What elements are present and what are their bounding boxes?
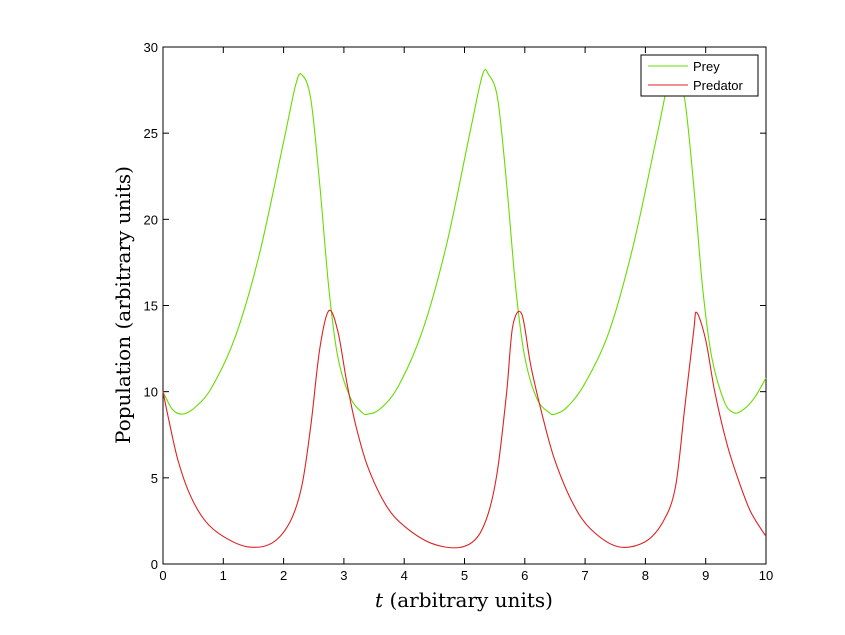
x-tick-label: 2 bbox=[280, 568, 287, 583]
x-axis-label: t (arbitrary units) bbox=[375, 588, 553, 612]
legend-box bbox=[640, 54, 759, 97]
y-tick-label: 0 bbox=[151, 557, 158, 572]
y-tick-label: 30 bbox=[144, 40, 158, 55]
y-tick-label: 15 bbox=[144, 299, 158, 314]
x-axis-label-text: (arbitrary units) bbox=[389, 588, 553, 612]
legend-label-predator: Predator bbox=[693, 78, 744, 93]
axis-ticks: 0 1 2 3 4 5 6 7 8 9 10 0 5 10 15 20 25 30 bbox=[144, 40, 774, 583]
x-tick-label: 1 bbox=[220, 568, 227, 583]
x-tick-label: 8 bbox=[642, 568, 649, 583]
series-line-prey bbox=[162, 68, 767, 416]
y-tick-label: 20 bbox=[144, 212, 158, 227]
y-tick-label: 5 bbox=[151, 471, 158, 486]
y-axis-label: Population (arbitrary units) bbox=[111, 166, 135, 444]
x-tick-label: 3 bbox=[340, 568, 347, 583]
y-tick-label: 25 bbox=[144, 126, 158, 141]
y-tick-label: 10 bbox=[144, 385, 158, 400]
series-layer bbox=[162, 68, 767, 549]
x-tick-label: 9 bbox=[702, 568, 709, 583]
legend: Prey Predator bbox=[640, 54, 759, 97]
x-tick-label: 10 bbox=[759, 568, 773, 583]
x-tick-label: 6 bbox=[521, 568, 528, 583]
x-tick-label: 5 bbox=[461, 568, 468, 583]
legend-label-prey: Prey bbox=[693, 59, 720, 74]
x-tick-label: 0 bbox=[159, 568, 166, 583]
series-line-predator bbox=[162, 309, 767, 549]
x-axis-label-var: t bbox=[375, 588, 384, 612]
x-tick-label: 4 bbox=[401, 568, 408, 583]
plot-area bbox=[162, 46, 767, 565]
x-tick-label: 7 bbox=[581, 568, 588, 583]
